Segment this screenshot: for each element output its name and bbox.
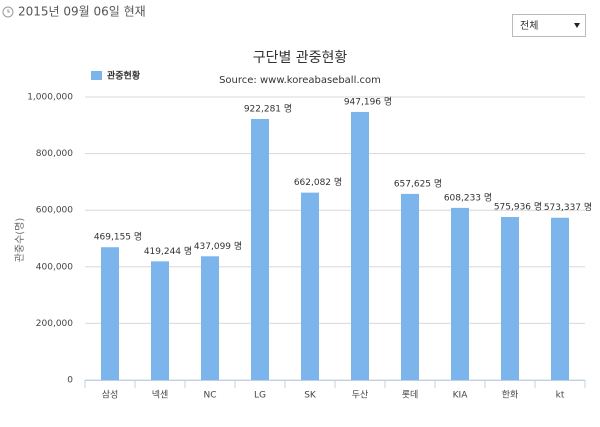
value-label: 608,233 명 <box>444 192 492 203</box>
filter-dropdown[interactable]: 전체 <box>512 14 586 37</box>
x-tick-label: 두산 <box>352 390 369 401</box>
dropdown-box[interactable] <box>512 14 586 37</box>
value-label: 657,625 명 <box>394 178 442 189</box>
bar <box>501 217 519 380</box>
x-tick-label: 삼성 <box>102 390 119 401</box>
date-text: 2015년 09월 06일 현재 <box>18 5 146 19</box>
legend-swatch <box>91 71 102 80</box>
bar <box>401 193 419 380</box>
chart-subtitle: Source: www.koreabaseball.com <box>219 75 381 86</box>
value-label: 469,155 명 <box>94 232 142 243</box>
x-tick-label: KIA <box>453 391 469 401</box>
y-tick-label: 400,000 <box>36 262 73 272</box>
x-tick-label: 한화 <box>502 390 519 401</box>
bar <box>101 247 119 380</box>
bar <box>451 207 469 380</box>
dropdown-text[interactable]: 전체 <box>520 20 538 32</box>
bar <box>251 118 269 380</box>
chart-title: 구단별 관중현황 <box>253 50 348 66</box>
bar <box>201 256 219 380</box>
value-label: 947,196 명 <box>344 96 392 107</box>
y-tick-label: 0 <box>67 376 73 386</box>
x-tick-label: 롯데 <box>402 390 419 401</box>
x-tick-label: LG <box>254 391 266 401</box>
value-label: 419,244 명 <box>144 246 192 257</box>
x-tick-label: kt <box>556 391 565 401</box>
value-label: 575,936 명 <box>494 202 542 213</box>
dropdown-arrow[interactable] <box>574 23 580 28</box>
bar <box>351 111 369 380</box>
x-tick-label: 넥센 <box>152 390 169 401</box>
value-label: 437,099 명 <box>194 241 242 252</box>
bar <box>151 261 169 380</box>
y-tick-label: 1,000,000 <box>27 93 73 103</box>
value-label: 922,281 명 <box>244 103 292 114</box>
value-label: 662,082 명 <box>294 177 342 188</box>
value-label: 573,337 명 <box>544 202 592 213</box>
bar <box>551 217 569 380</box>
legend-label: 관중현황 <box>107 70 141 82</box>
clock-icon <box>2 6 14 18</box>
y-tick-label: 600,000 <box>36 206 73 216</box>
y-tick-label: 200,000 <box>36 319 73 329</box>
clock-hands <box>7 9 10 13</box>
bar <box>301 192 319 380</box>
x-tick-label: SK <box>304 391 317 401</box>
x-tick-label: NC <box>203 391 216 401</box>
y-tick-label: 800,000 <box>36 149 73 159</box>
y-axis-label: 관중수(명) <box>14 218 26 263</box>
